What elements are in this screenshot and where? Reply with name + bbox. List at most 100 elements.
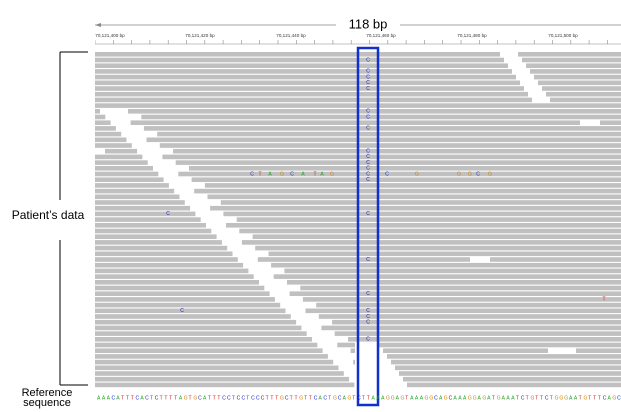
read-gap <box>307 331 335 337</box>
reference-base: C <box>434 395 438 401</box>
reference-base: A <box>502 395 506 401</box>
reference-base: T <box>588 395 591 401</box>
reference-base: A <box>458 395 462 401</box>
reference-base: C <box>241 395 245 401</box>
read-gap <box>301 325 321 331</box>
reference-base: T <box>328 395 331 401</box>
mismatch-base: T <box>602 297 605 303</box>
reference-base: C <box>198 395 202 401</box>
reference-base: T <box>208 395 211 401</box>
read-gap <box>470 257 490 263</box>
ruler-label: 70,121,420 bp <box>185 33 215 38</box>
mismatch-base: G <box>330 171 334 177</box>
reference-base: C <box>521 395 525 401</box>
reference-base: A <box>319 395 323 401</box>
reference-label: Reference sequence <box>0 388 94 408</box>
read-gap <box>312 337 348 343</box>
read-gap <box>243 262 271 268</box>
reference-base: A <box>376 395 380 401</box>
igv-view: 118 bp 70,121,400 bp 70,121,420 bp 70,121,… <box>0 0 621 412</box>
ruler: 118 bp 70,121,400 bp 70,121,420 bp 70,121,… <box>95 16 621 44</box>
reference-base: T <box>150 395 153 401</box>
ruler-label: 70,121,400 bp <box>95 33 125 38</box>
span-label: 118 bp <box>349 16 388 31</box>
mismatch-base: T <box>258 171 261 177</box>
reference-base: T <box>232 395 235 401</box>
reference-base: C <box>545 395 549 401</box>
reference-base: G <box>280 395 284 401</box>
reference-base: G <box>184 395 188 401</box>
read-gap <box>95 148 105 154</box>
mismatch-base: C <box>366 57 370 63</box>
ruler-label: 70,121,460 bp <box>366 33 396 38</box>
read-gap <box>233 251 269 257</box>
reference-base: T <box>246 395 249 401</box>
reference-base: G <box>530 395 534 401</box>
reference-base: G <box>555 395 559 401</box>
reference-base: G <box>473 395 477 401</box>
mismatch-base: C <box>366 211 370 217</box>
reference-base: T <box>526 395 529 401</box>
reference-base: G <box>468 395 472 401</box>
read-gap <box>105 114 141 120</box>
reference-base: A <box>569 395 573 401</box>
read-gap <box>323 348 351 354</box>
read-gap <box>259 280 287 286</box>
reference-base: A <box>506 395 510 401</box>
read-gap <box>217 234 253 240</box>
reference-base: C <box>314 395 318 401</box>
read-gap <box>333 359 353 365</box>
read-gap <box>227 245 255 251</box>
mismatch-base: T <box>313 171 316 177</box>
read-gap <box>148 160 176 166</box>
mismatch-base: C <box>290 171 294 177</box>
reference-base: A <box>396 395 400 401</box>
read-gap <box>355 382 407 388</box>
reference-base: G <box>400 395 404 401</box>
reference-base: T <box>294 395 297 401</box>
read-gap <box>169 183 205 189</box>
reference-base: A <box>487 395 491 401</box>
reference-base: C <box>338 395 342 401</box>
read-gap <box>280 302 316 308</box>
reference-base: C <box>323 395 327 401</box>
reference-base: T <box>516 395 519 401</box>
read-gap <box>512 69 530 75</box>
reference-base: T <box>492 395 495 401</box>
reference-base: T <box>121 395 124 401</box>
reference-base: C <box>111 395 115 401</box>
reference-base: G <box>391 395 395 401</box>
reference-base: T <box>275 395 278 401</box>
mismatch-base: C <box>385 171 389 177</box>
reference-base: C <box>155 395 159 401</box>
reference-base: C <box>222 395 226 401</box>
read-gap <box>164 177 192 183</box>
ruler-label: 70,121,480 bp <box>457 33 487 38</box>
read-gap <box>254 274 274 280</box>
reference-base: A <box>343 395 347 401</box>
read-gap <box>158 171 178 177</box>
reference-base: G <box>583 395 587 401</box>
read-gap <box>137 148 173 154</box>
mismatch-base: G <box>488 171 492 177</box>
reference-base: G <box>193 395 197 401</box>
reference-base: A <box>574 395 578 401</box>
reference-base: C <box>237 395 241 401</box>
reference-base: T <box>362 395 365 401</box>
span-arrow <box>95 23 101 27</box>
read-gap <box>127 137 147 143</box>
reference-base: G <box>482 395 486 401</box>
read-gap <box>142 154 162 160</box>
reference-base: T <box>550 395 553 401</box>
reference-base: G <box>333 395 337 401</box>
reference-base: T <box>290 395 293 401</box>
mismatch-base: C <box>180 308 184 314</box>
reference-base: A <box>478 395 482 401</box>
reference-base: C <box>285 395 289 401</box>
mismatch-base: C <box>366 177 370 183</box>
reference-base: A <box>372 395 376 401</box>
read-gap <box>132 143 160 149</box>
read-gap <box>211 228 239 234</box>
reference-base: G <box>564 395 568 401</box>
